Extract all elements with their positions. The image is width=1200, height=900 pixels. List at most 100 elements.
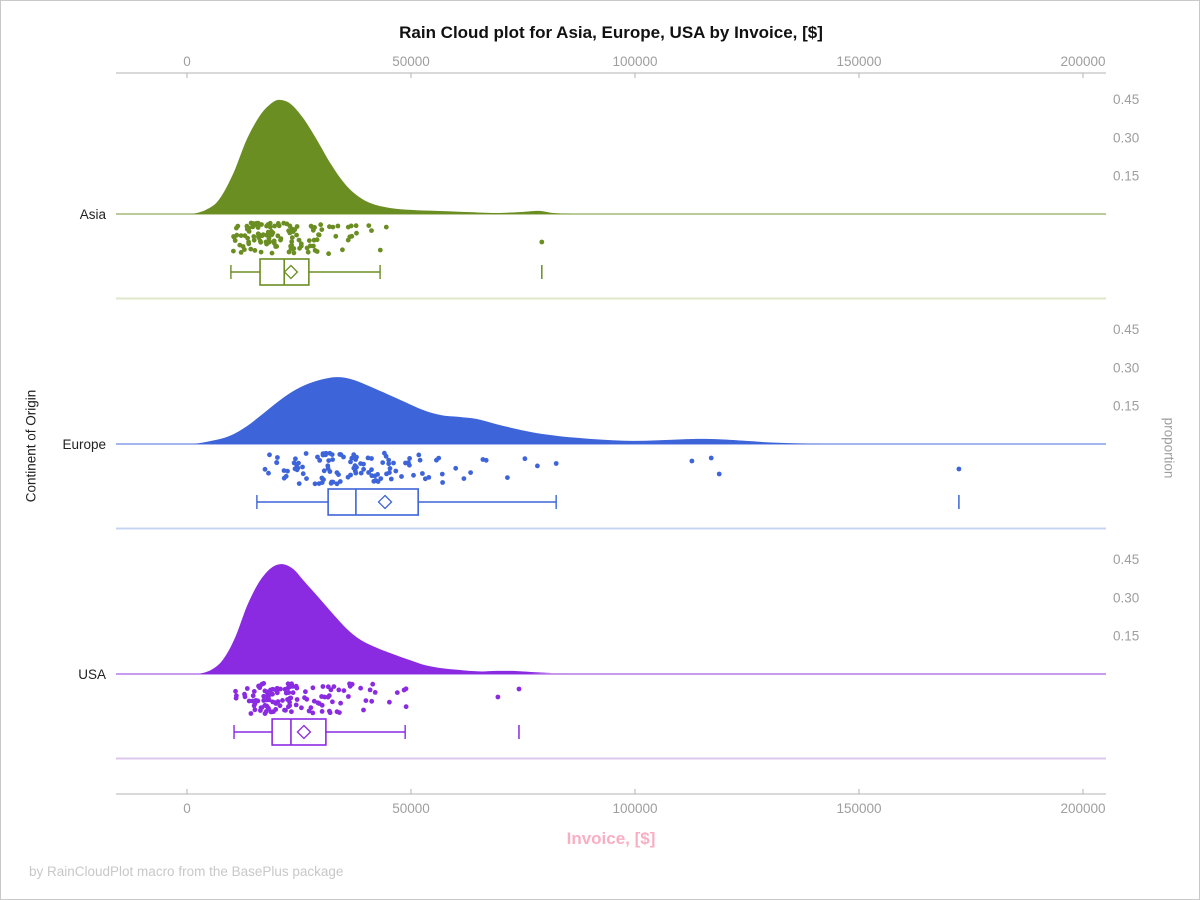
rain-dot xyxy=(289,709,294,715)
rain-dot xyxy=(234,225,239,231)
rain-dot xyxy=(250,698,256,704)
rain-dot xyxy=(333,233,339,239)
mean-diamond xyxy=(377,494,393,510)
rain-dot xyxy=(394,690,400,695)
x-tick-label: 50000 xyxy=(392,54,430,69)
rain-dot xyxy=(468,470,473,475)
rain-dot xyxy=(251,221,256,226)
rain-dot xyxy=(384,471,389,477)
rain-dot xyxy=(372,690,378,695)
rain-dot xyxy=(296,481,302,486)
rain-dot xyxy=(263,697,268,703)
rain-dot xyxy=(378,476,384,481)
rain-dot xyxy=(380,460,386,465)
rain-dot xyxy=(268,709,274,715)
rain-dot xyxy=(293,702,299,708)
density-cloud-europe xyxy=(194,377,1106,444)
x-tick-label: 0 xyxy=(183,801,191,816)
rain-dot xyxy=(522,456,528,462)
mean-diamond xyxy=(283,264,299,280)
rain-dot xyxy=(294,462,300,468)
rain-outlier-dot xyxy=(689,458,695,464)
rain-dot xyxy=(273,244,278,249)
rain-dot xyxy=(248,246,254,252)
rain-dot xyxy=(258,239,264,245)
rain-dot xyxy=(369,456,374,461)
rain-dot xyxy=(480,457,486,462)
rain-dot xyxy=(325,684,331,690)
category-label-europe: Europe xyxy=(62,437,106,452)
rain-dot xyxy=(434,457,439,463)
rain-dot xyxy=(338,700,343,706)
rain-dot xyxy=(265,222,271,227)
rain-dot xyxy=(386,457,392,463)
rain-dot xyxy=(298,241,304,247)
rain-dot xyxy=(326,251,331,257)
rain-dot xyxy=(233,695,239,701)
rain-outlier-dot xyxy=(516,686,522,692)
x-axis-title: Invoice, [$] xyxy=(566,829,656,848)
rain-dot xyxy=(330,699,335,705)
rain-dot xyxy=(329,452,335,457)
rain-dot xyxy=(310,685,316,691)
rain-dot xyxy=(304,476,309,481)
rain-dot xyxy=(288,243,293,249)
rain-dot xyxy=(439,471,445,477)
rain-dot xyxy=(310,225,316,231)
rain-dot xyxy=(361,707,366,713)
proportion-tick-label: 0.30 xyxy=(1113,360,1139,375)
rain-dot xyxy=(334,481,340,487)
rain-dot xyxy=(238,233,244,239)
rain-dot xyxy=(302,695,307,701)
box xyxy=(327,488,419,516)
rain-dot xyxy=(255,224,261,230)
proportion-tick-label: 0.15 xyxy=(1113,169,1139,184)
rain-dot xyxy=(407,456,412,461)
rain-dot xyxy=(358,685,363,691)
rain-dot xyxy=(337,452,343,457)
rain-dot xyxy=(367,687,373,693)
rain-dot xyxy=(375,472,380,477)
rain-dot xyxy=(300,471,306,477)
rain-dot xyxy=(553,461,559,466)
rain-dot xyxy=(261,681,267,686)
rain-dot xyxy=(270,699,276,705)
rain-dot xyxy=(327,224,332,230)
rain-dot xyxy=(265,705,271,710)
rain-dot xyxy=(237,242,243,248)
rain-dot xyxy=(307,243,313,249)
rain-dot xyxy=(411,472,416,478)
rain-dot xyxy=(317,458,323,463)
rain-dot xyxy=(393,468,399,474)
rain-dot xyxy=(261,693,267,699)
rain-dot xyxy=(363,698,369,703)
rain-dot xyxy=(366,223,372,229)
rain-dot xyxy=(319,227,325,233)
density-cloud-usa xyxy=(199,564,1107,674)
rain-dot xyxy=(280,698,285,703)
rain-dot xyxy=(386,461,392,467)
rain-dot xyxy=(319,702,325,708)
rain-dot xyxy=(358,470,364,476)
rain-outlier-dot xyxy=(956,466,962,472)
rain-dot xyxy=(348,459,353,465)
rain-dot xyxy=(349,681,355,687)
rain-outlier-dot xyxy=(539,239,545,245)
rain-dot xyxy=(354,230,359,236)
rain-dot xyxy=(303,689,308,695)
rain-dot xyxy=(275,233,281,239)
rain-dot xyxy=(505,475,510,480)
rain-dot xyxy=(265,229,271,235)
rain-dot xyxy=(285,681,291,687)
rain-dot xyxy=(255,220,261,226)
rain-dot xyxy=(354,454,359,460)
x-tick-label: 100000 xyxy=(612,54,657,69)
rain-dot xyxy=(269,250,275,256)
rain-dot xyxy=(289,681,294,687)
rain-dot xyxy=(440,480,445,485)
rain-dot xyxy=(283,707,288,713)
rain-dot xyxy=(267,452,272,458)
rain-dot xyxy=(320,684,326,689)
rain-dot xyxy=(319,475,325,481)
